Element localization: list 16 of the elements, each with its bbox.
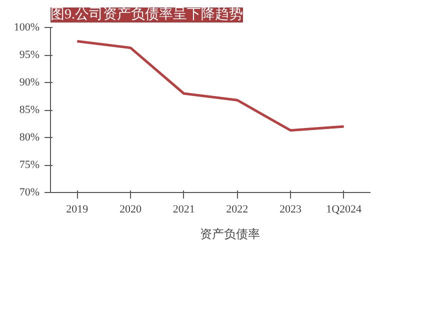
x-tick-label: 2023: [280, 204, 302, 216]
x-tick-label: 2020: [120, 204, 142, 216]
x-tick-label: 2022: [226, 204, 248, 216]
y-tick-label: 75%: [19, 159, 40, 171]
x-tick-label: 2019: [66, 204, 89, 216]
y-tick-label: 80%: [19, 132, 40, 144]
y-tick-label: 85%: [19, 104, 40, 116]
x-tick-label: 2021: [172, 204, 195, 216]
y-tick-label: 95%: [19, 49, 40, 61]
y-tick-label: 100%: [14, 22, 40, 34]
line-series: [76, 40, 346, 132]
y-tick-label: 70%: [19, 186, 40, 198]
chart-title: 图9.公司资产负债率呈下降趋势: [50, 6, 243, 22]
y-tick-label: 90%: [19, 76, 40, 88]
x-tick-label: 1Q2024: [326, 204, 362, 216]
text: 资产负债率: [200, 226, 260, 242]
